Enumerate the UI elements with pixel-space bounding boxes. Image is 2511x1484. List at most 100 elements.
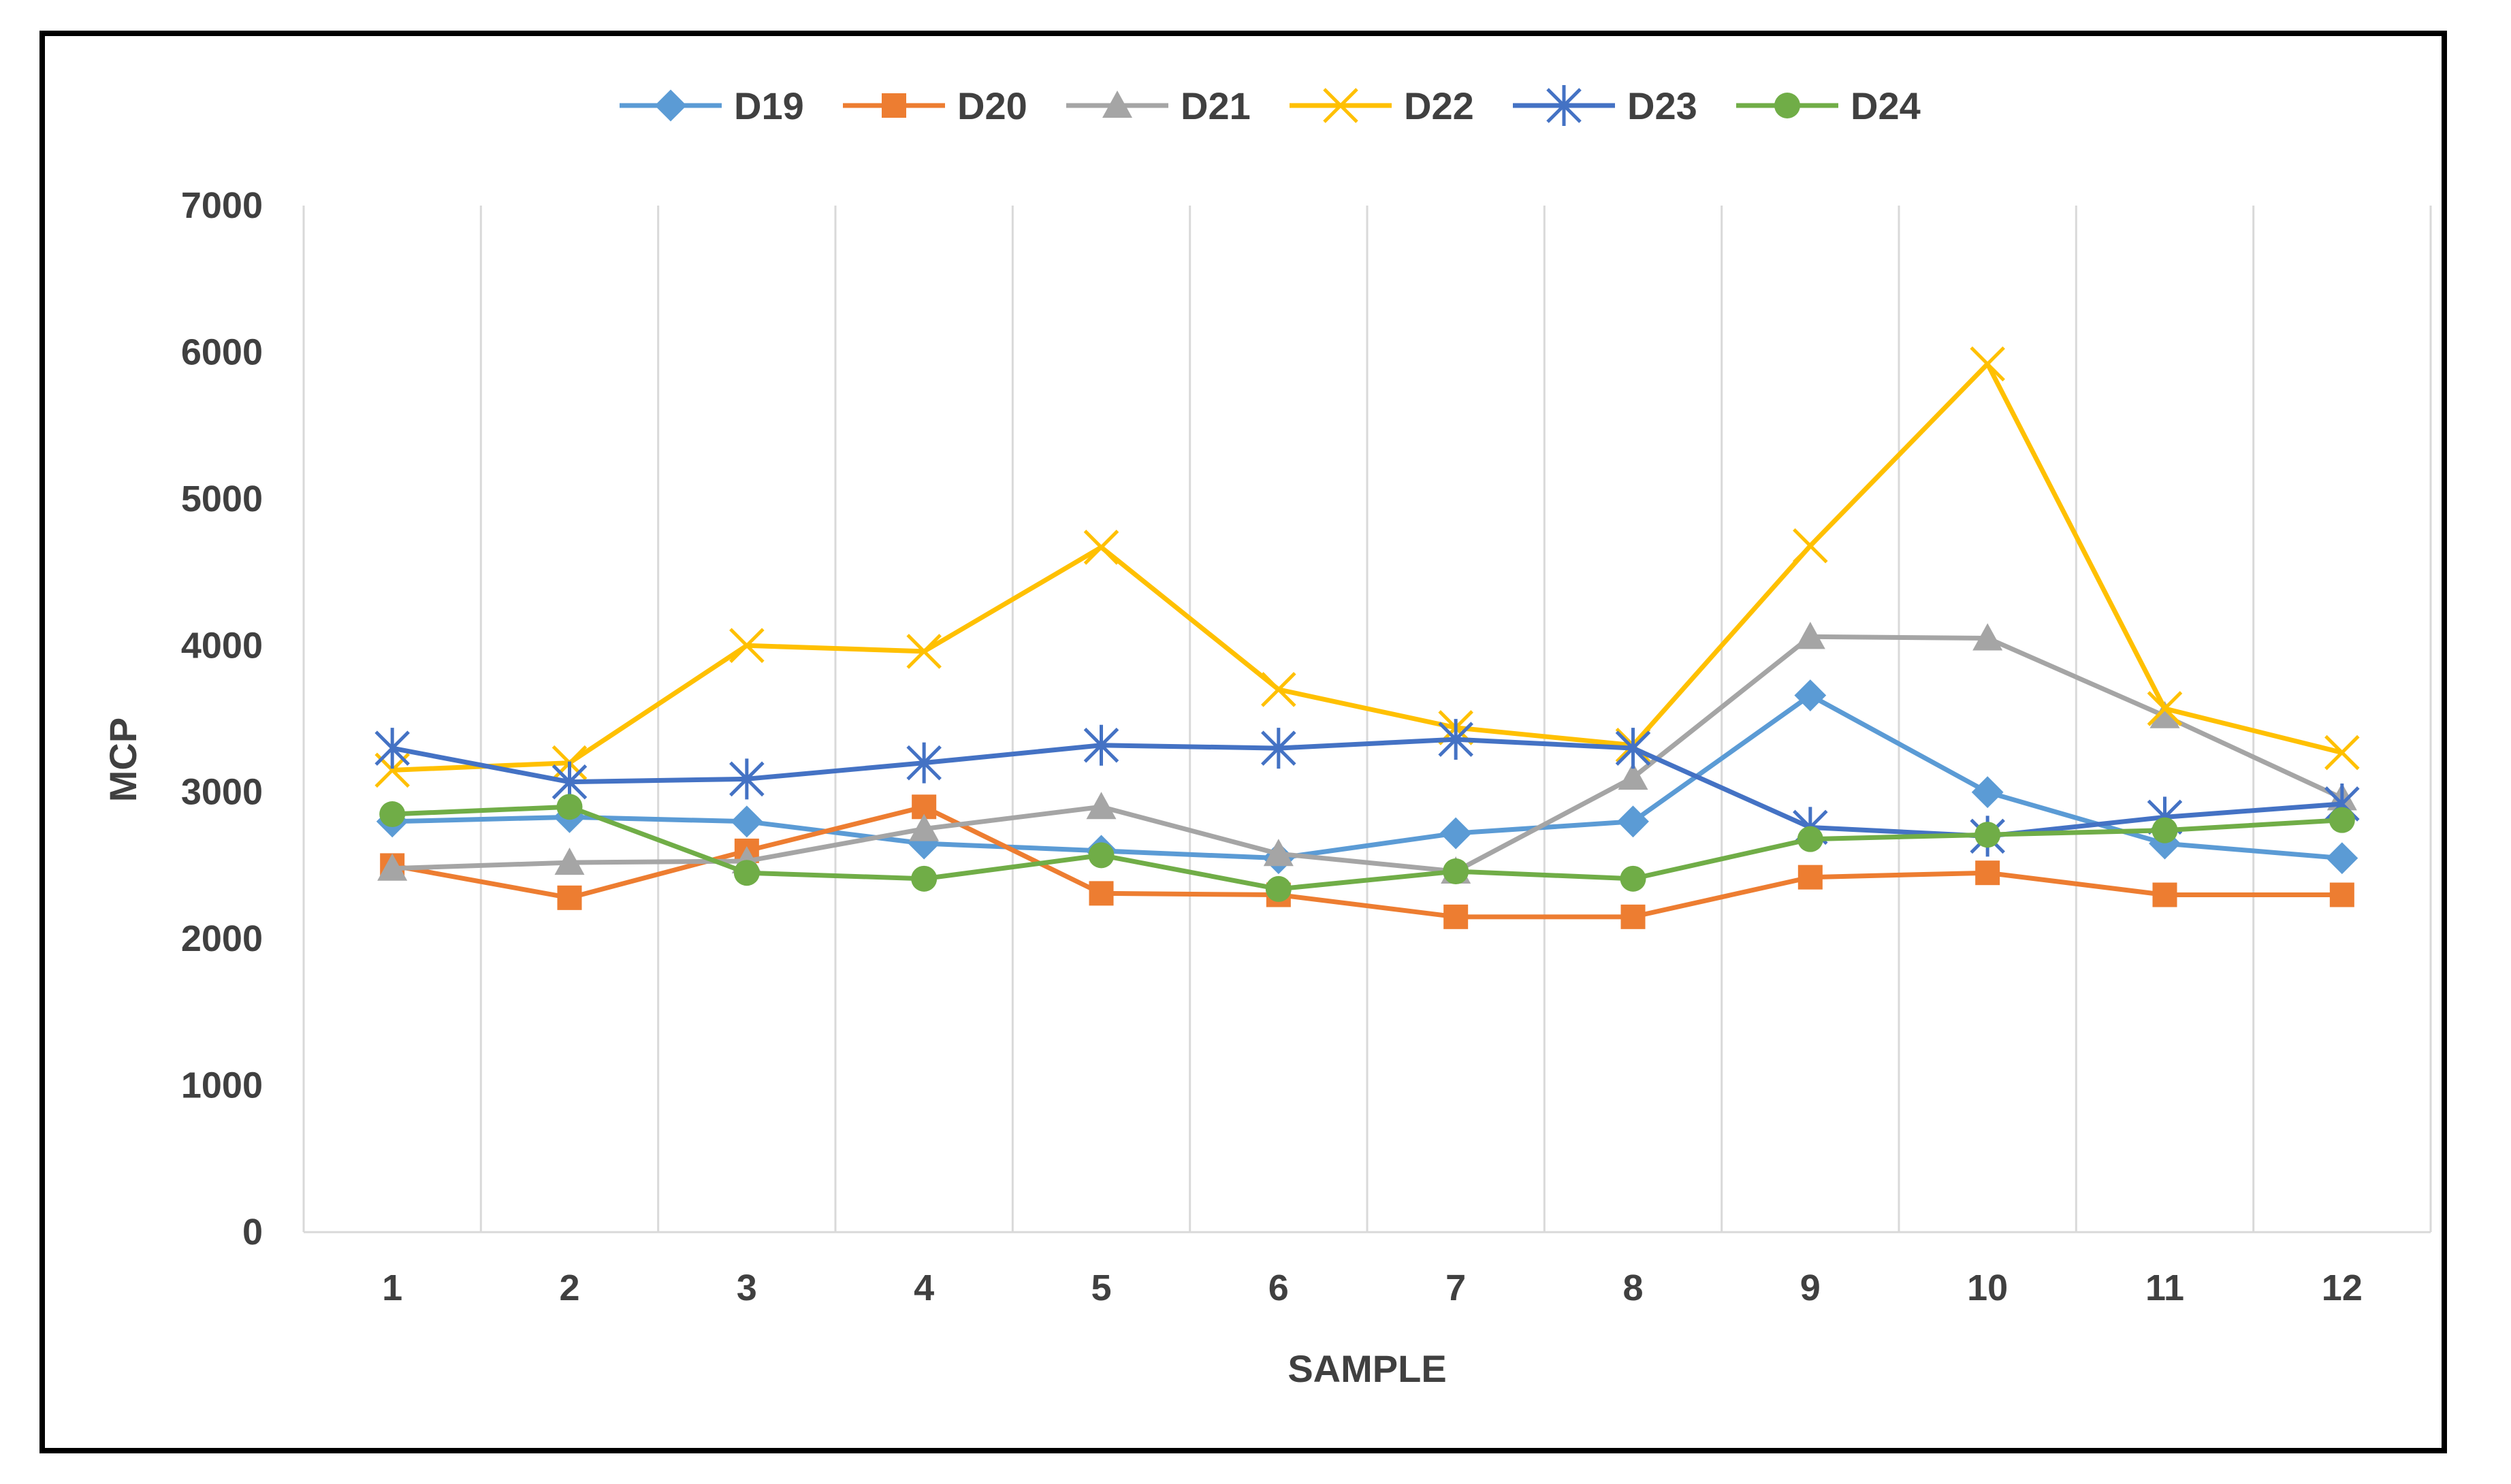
marker-stroke [1083,530,1119,565]
legend-label-d22: D22 [1404,84,1474,127]
legend-marker-d23 [1546,85,1582,126]
x-tick-label: 5 [1091,1268,1111,1308]
data-point-d22 [906,634,942,669]
data-point-d21 [1972,623,2003,651]
legend-entry-d22: D22 [1290,84,1474,127]
marker-stroke [1261,672,1296,707]
data-point-d19 [731,805,763,838]
data-point-d19 [1617,805,1649,838]
marker-stroke [906,634,942,669]
marker-stroke [2147,691,2183,726]
legend-label-d24: D24 [1851,84,1921,127]
data-point-d21 [1263,839,1294,867]
data-point-d24 [556,794,583,820]
data-point-d19 [1439,817,1472,850]
data-point-d21 [1086,792,1117,820]
data-point-d21 [1795,622,1825,649]
data-point-d19 [1794,679,1827,711]
series-d19 [376,679,2358,875]
data-point-d19 [2326,842,2358,875]
chart-frame [39,31,2447,1453]
x-tick-label: 6 [1268,1268,1289,1308]
marker-stroke [1323,88,1358,123]
legend-entry-d20: D20 [843,84,1027,127]
x-tick-label: 11 [2145,1268,2184,1308]
x-tick-label: 3 [737,1268,757,1308]
legend-marker-d21 [1102,91,1132,118]
y-tick-label: 6000 [181,332,263,372]
data-point-d24 [1265,875,1292,902]
data-point-d21 [554,848,585,875]
data-point-d22 [1970,346,2005,382]
legend-label-d19: D19 [734,84,804,127]
legend-marker-d20 [882,93,906,118]
legend-marker-d22 [1323,88,1358,123]
data-point-d20 [2329,882,2354,907]
data-point-d24 [733,860,760,886]
data-point-d20 [2152,882,2177,907]
y-tick-label: 7000 [181,185,263,226]
data-point-d21 [909,813,940,841]
data-point-d24 [2152,817,2178,843]
y-axis-title: MCP [101,717,144,802]
data-point-d22 [2324,735,2360,771]
legend-marker-d24 [1774,93,1800,118]
data-point-d21 [1618,762,1648,790]
data-point-d22 [1793,528,1828,564]
x-axis-title: SAMPLE [1288,1347,1446,1390]
legend-entry-d21: D21 [1066,84,1251,127]
y-tick-label: 5000 [181,479,263,519]
series-d24 [379,794,2355,902]
data-point-d24 [1443,858,1469,885]
data-point-d24 [2329,807,2355,833]
marker-stroke [1793,528,1828,564]
x-tick-label: 7 [1445,1268,1466,1308]
y-tick-label: 4000 [181,625,263,666]
data-point-d23 [1261,728,1296,769]
y-tick-label: 0 [242,1212,263,1253]
x-tick-label: 1 [382,1268,402,1308]
legend-entry-d24: D24 [1736,84,1921,127]
data-point-d23 [1615,728,1651,769]
x-tick-label: 10 [1967,1268,2008,1308]
y-tick-label: 3000 [181,772,263,813]
legend: D19 D20 D21 D22 D23 D24 [620,84,1921,127]
series-line-d20 [391,804,2342,920]
data-point-d20 [1443,904,1469,929]
legend-marker-d19 [654,89,687,122]
legend-entry-d23: D23 [1513,84,1697,127]
x-tick-label: 2 [559,1268,579,1308]
data-point-d20 [557,885,582,910]
x-tick-label: 9 [1800,1268,1821,1308]
marker-stroke [729,628,765,664]
legend-entry-d19: D19 [620,84,804,127]
x-tick-label: 8 [1622,1268,1643,1308]
data-point-d24 [379,801,406,828]
x-tick-label: 12 [2322,1268,2363,1308]
data-point-d20 [1797,865,1823,890]
x-tick-label: 4 [914,1268,934,1308]
data-point-d22 [729,628,765,664]
data-point-d20 [1975,860,2000,886]
data-point-d23 [729,758,765,800]
series-line-d22 [392,361,2343,773]
y-tick-label: 1000 [181,1065,263,1106]
legend-label-d20: D20 [957,84,1027,127]
series-layer [374,346,2360,929]
grid-layer [302,206,2432,1232]
y-tick-label: 2000 [181,918,263,959]
legend-label-d23: D23 [1627,84,1697,127]
marker-stroke [1970,346,2005,382]
data-point-d24 [911,865,938,892]
data-point-d23 [1083,724,1119,766]
data-point-d23 [1438,719,1473,760]
data-point-d22 [1083,530,1119,565]
data-point-d21 [377,853,408,881]
data-point-d24 [1797,826,1823,852]
data-point-d23 [906,742,942,784]
data-point-d20 [1620,904,1646,929]
data-point-d19 [1971,776,2004,809]
data-point-d24 [1974,822,2001,848]
